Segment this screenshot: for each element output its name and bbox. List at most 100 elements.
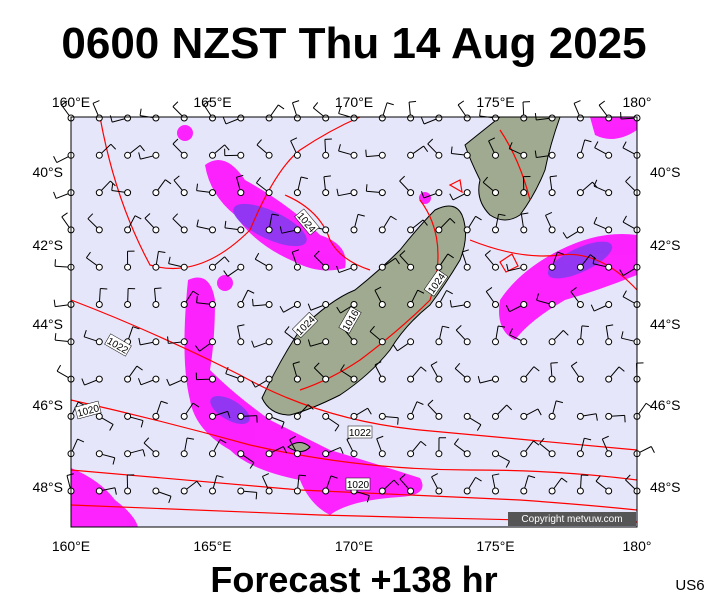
barb-station: [435, 375, 443, 383]
barb-flag: [562, 330, 569, 336]
barb-station: [492, 338, 499, 346]
barb-flag: [488, 137, 496, 142]
barb-flag: [313, 362, 320, 369]
barb-flag: [593, 179, 598, 187]
barb-flag: [561, 477, 568, 483]
barb-flag: [521, 212, 529, 215]
barb-flag: [537, 408, 542, 416]
barb-station: [209, 375, 216, 383]
barb-flag: [590, 304, 595, 312]
rain-area: [177, 125, 193, 141]
rain-area: [499, 234, 637, 340]
barb-flag: [192, 290, 200, 296]
barb-flag: [453, 438, 459, 445]
barb-flag: [581, 325, 589, 328]
barb-flag: [186, 437, 195, 440]
rain-area: [217, 275, 233, 291]
barb-flag: [420, 117, 425, 125]
barb-station: [492, 263, 499, 271]
barb-flag: [420, 366, 427, 372]
map-frame: [70, 116, 638, 528]
bottom-lon-label: 175°E: [476, 538, 514, 554]
barb-flag: [650, 446, 655, 453]
barb-flag: [422, 219, 428, 226]
barb-flag: [549, 175, 558, 178]
barb-station: [180, 189, 188, 197]
barb-flag: [289, 435, 296, 441]
barb-flag: [110, 180, 116, 187]
barb-station: [209, 226, 216, 234]
barb-flag: [196, 219, 199, 227]
barb-flag: [595, 475, 601, 482]
barb-flag: [393, 344, 398, 352]
barb-flag: [227, 411, 231, 419]
barb-flag: [256, 139, 262, 146]
isobar-label-box: [423, 269, 449, 297]
barb-flag: [196, 183, 199, 191]
barb-flag: [281, 421, 285, 429]
barb-station: [378, 301, 386, 308]
barb-station: [265, 189, 273, 197]
barb-flag: [144, 213, 151, 219]
barb-flag: [476, 424, 482, 431]
barb-flag: [442, 325, 450, 329]
barb-flag: [446, 290, 453, 295]
barb-station: [95, 226, 103, 234]
barb-station: [548, 338, 556, 346]
barb-station: [520, 189, 528, 197]
barb-flag: [482, 176, 489, 183]
barb-flag: [278, 104, 285, 110]
barb-station: [407, 450, 415, 458]
barb-flag: [138, 152, 141, 160]
barb-station: [378, 151, 386, 159]
barb-station: [576, 487, 584, 495]
barb-station: [265, 338, 273, 346]
barb-flag: [457, 100, 465, 106]
isobar-label-box: [347, 425, 373, 439]
barb-station: [209, 114, 216, 122]
barb-flag: [409, 100, 417, 103]
barb-station: [237, 114, 245, 122]
barb-station: [237, 226, 245, 234]
isobar-label-box: [104, 333, 132, 357]
barb-station: [520, 412, 528, 420]
isobar-label-text: 1020: [347, 480, 370, 491]
barb-station: [265, 412, 273, 420]
barb-flag: [109, 115, 113, 123]
barb-station: [576, 450, 584, 458]
barb-station: [435, 151, 443, 159]
barb-station: [237, 487, 245, 495]
barb-station: [605, 338, 613, 346]
barb-flag: [447, 253, 454, 259]
barb-station: [435, 338, 443, 346]
copyright: Copyright metvuw.com: [521, 514, 622, 525]
barb-station: [180, 151, 188, 159]
barb-station: [435, 226, 443, 234]
barb-flag: [224, 256, 230, 263]
barb-flag: [262, 473, 270, 477]
copyright-box: [508, 512, 636, 526]
barb-flag: [196, 480, 202, 488]
bottom-lon-label: 170°E: [335, 538, 373, 554]
barb-station: [350, 226, 358, 234]
barb-flag: [592, 256, 596, 264]
barb-flag: [336, 188, 339, 196]
barb-flag: [390, 215, 397, 221]
barb-flag: [254, 252, 260, 260]
barb-flag: [539, 437, 545, 444]
barb-flag: [87, 213, 94, 220]
barb-flag: [340, 364, 345, 371]
barb-station: [322, 301, 330, 308]
barb-flag: [81, 378, 85, 386]
barb-station: [520, 487, 528, 495]
isobar-label-box: [294, 208, 320, 236]
barb-flag: [622, 141, 627, 148]
rain-area: [71, 468, 138, 527]
barb-flag: [625, 474, 631, 481]
barb-station: [548, 189, 556, 197]
barb-flag: [374, 286, 382, 291]
barb-flag: [399, 474, 406, 480]
barb-flag: [399, 175, 406, 182]
barb-flag: [143, 437, 150, 444]
barb-flag: [590, 254, 597, 260]
